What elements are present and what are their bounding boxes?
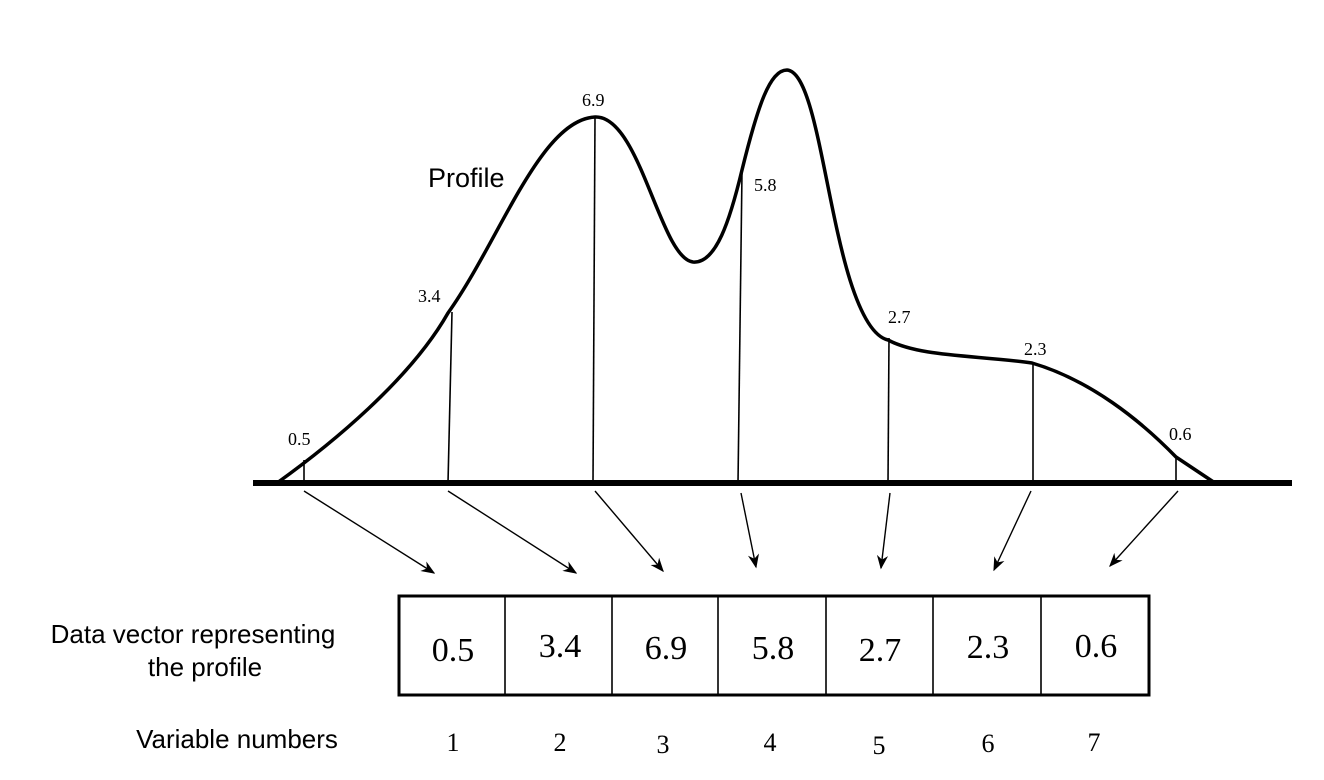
- vector-cell-3: 6.9: [645, 630, 688, 667]
- variable-number-7: 7: [1088, 728, 1101, 757]
- data-vector: 0.5 3.4 6.9 5.8 2.7 2.3 0.6: [397, 594, 1151, 697]
- arrow-5: [876, 492, 891, 570]
- point-label-1: 0.5: [288, 429, 311, 449]
- point-label-3: 6.9: [582, 90, 605, 110]
- variable-number-5: 5: [873, 731, 886, 760]
- arrow-7: [1109, 490, 1179, 568]
- vector-cell-1: 0.5: [432, 632, 475, 669]
- arrow-1: [303, 490, 436, 574]
- arrow-6: [993, 490, 1032, 572]
- arrow-4: [740, 492, 759, 569]
- variable-number-3: 3: [657, 730, 670, 759]
- data-vector-label: Data vector representing: [51, 619, 336, 649]
- point-label-6: 2.3: [1024, 339, 1047, 359]
- point-label-5: 2.7: [888, 307, 911, 327]
- vector-cell-2: 3.4: [539, 628, 582, 665]
- variable-numbers-label: Variable numbers: [136, 724, 338, 754]
- vector-cell-5: 2.7: [859, 632, 902, 669]
- vector-cell-4: 5.8: [752, 630, 795, 667]
- sample-line-5: [887, 337, 890, 484]
- point-label-7: 0.6: [1169, 424, 1192, 444]
- data-vector-label-line2: the profile: [148, 652, 262, 682]
- point-label-4: 5.8: [754, 175, 777, 195]
- variable-number-1: 1: [447, 728, 460, 757]
- arrow-2: [447, 490, 578, 574]
- sample-lines: [303, 117, 1177, 484]
- variable-number-4: 4: [764, 728, 777, 757]
- variable-number-6: 6: [982, 729, 995, 758]
- variable-number-2: 2: [554, 728, 567, 757]
- profile-curve: [275, 68, 1216, 485]
- mapping-arrows: [303, 490, 1179, 574]
- sample-line-3: [592, 117, 596, 484]
- sample-line-2: [447, 311, 453, 484]
- vector-cell-6: 2.3: [967, 629, 1010, 666]
- vector-cell-7: 0.6: [1075, 628, 1118, 665]
- arrow-3: [594, 490, 664, 573]
- data-vector-frame: [397, 594, 1151, 697]
- sample-line-4: [737, 171, 743, 484]
- point-label-2: 3.4: [418, 286, 441, 306]
- profile-label: Profile: [428, 163, 505, 193]
